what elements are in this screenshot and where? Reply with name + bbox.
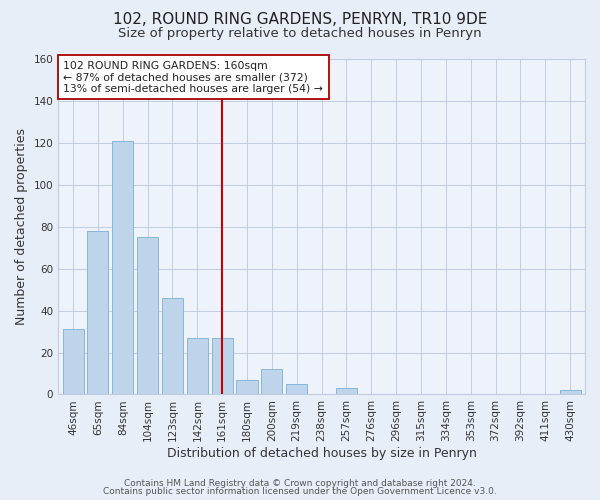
Bar — [286, 384, 307, 394]
Bar — [162, 298, 183, 394]
Text: 102 ROUND RING GARDENS: 160sqm
← 87% of detached houses are smaller (372)
13% of: 102 ROUND RING GARDENS: 160sqm ← 87% of … — [64, 60, 323, 94]
Bar — [236, 380, 257, 394]
Text: 102, ROUND RING GARDENS, PENRYN, TR10 9DE: 102, ROUND RING GARDENS, PENRYN, TR10 9D… — [113, 12, 487, 28]
Text: Size of property relative to detached houses in Penryn: Size of property relative to detached ho… — [118, 28, 482, 40]
Bar — [262, 370, 283, 394]
Bar — [137, 237, 158, 394]
Bar — [112, 141, 133, 395]
Bar — [62, 330, 83, 394]
Text: Contains HM Land Registry data © Crown copyright and database right 2024.: Contains HM Land Registry data © Crown c… — [124, 478, 476, 488]
Bar — [88, 231, 109, 394]
Bar — [187, 338, 208, 394]
X-axis label: Distribution of detached houses by size in Penryn: Distribution of detached houses by size … — [167, 447, 476, 460]
Y-axis label: Number of detached properties: Number of detached properties — [15, 128, 28, 325]
Bar — [336, 388, 357, 394]
Bar — [560, 390, 581, 394]
Text: Contains public sector information licensed under the Open Government Licence v3: Contains public sector information licen… — [103, 487, 497, 496]
Bar — [212, 338, 233, 394]
